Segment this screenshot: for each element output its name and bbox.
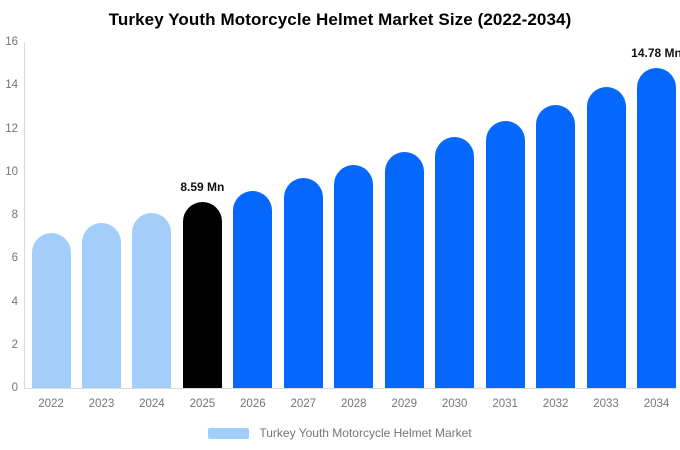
y-tick-label-16: 16 (5, 36, 18, 48)
x-tick-label-2032: 2032 (542, 398, 569, 410)
y-tick-label-8: 8 (11, 209, 18, 221)
x-tick-label-2034: 2034 (643, 398, 670, 410)
bar-value-label-2034: 14.78 Mn (631, 46, 680, 61)
chart-title: Turkey Youth Motorcycle Helmet Market Si… (108, 10, 572, 29)
x-tick-label-2022: 2022 (38, 398, 64, 410)
y-tick-label-4: 4 (11, 295, 18, 308)
bar-2028[interactable] (334, 165, 374, 388)
bar-2027[interactable] (283, 178, 323, 388)
x-tick-label-2029: 2029 (391, 398, 418, 410)
y-tick-label-14: 14 (5, 79, 18, 92)
y-tick-label-2: 2 (11, 338, 18, 351)
x-tick-label-2033: 2033 (593, 398, 619, 410)
x-tick-label-2030: 2030 (441, 398, 468, 410)
bar-2023[interactable] (81, 223, 121, 388)
legend: Turkey Youth Motorcycle Helmet Market (0, 426, 680, 440)
legend-label: Turkey Youth Motorcycle Helmet Market (259, 426, 472, 440)
bar-2029[interactable] (384, 151, 424, 388)
y-tick-label-12: 12 (5, 122, 18, 135)
bar-2033[interactable] (586, 87, 626, 388)
bar-2025[interactable] (182, 202, 222, 388)
y-axis-line (24, 42, 25, 388)
x-tick-label-2023: 2023 (88, 398, 115, 410)
bar-2024[interactable] (132, 213, 172, 388)
legend-swatch-icon (208, 427, 250, 439)
bar-2034[interactable] (637, 68, 677, 388)
y-tick-label-10: 10 (5, 165, 18, 178)
x-tick-label-2024: 2024 (139, 398, 165, 410)
y-tick-label-0: 0 (11, 382, 18, 394)
x-tick-label-2027: 2027 (290, 398, 317, 410)
x-tick-label-2026: 2026 (240, 398, 266, 410)
bar-2031[interactable] (485, 121, 525, 388)
bar-2032[interactable] (536, 104, 576, 388)
bar-2022[interactable] (31, 232, 71, 388)
bar-value-label-2025: 8.59 Mn (180, 180, 225, 195)
bar-2030[interactable] (435, 136, 475, 388)
x-tick-label-2025: 2025 (189, 398, 216, 410)
y-tick-label-6: 6 (11, 252, 18, 265)
x-tick-label-2031: 2031 (492, 398, 518, 410)
bar-2026[interactable] (233, 190, 273, 388)
x-tick-label-2028: 2028 (340, 398, 367, 410)
x-axis-line (24, 388, 676, 389)
